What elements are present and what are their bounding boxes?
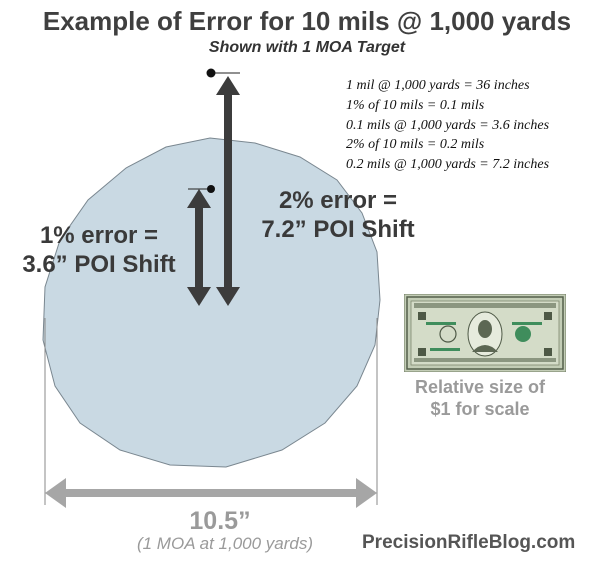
diameter-arrow [45, 478, 377, 508]
dollar-scale-caption: Relative size of $1 for scale [395, 376, 565, 420]
diagram-subtitle: Shown with 1 MOA Target [208, 39, 406, 56]
callout-1pct-error: 1% error = 3.6” POI Shift [0, 221, 198, 279]
dollar-caption-line2: $1 for scale [430, 399, 530, 419]
poi-1pct-dot [207, 185, 215, 193]
calc-note-5: 0.2 mils @ 1,000 yards = 7.2 inches [346, 157, 550, 173]
callout-2pct-line2: 7.2” POI Shift [261, 216, 415, 243]
target-diameter-label: 10.5” [189, 507, 251, 535]
diagram-title: Example of Error for 10 mils @ 1,000 yar… [42, 6, 572, 36]
brand-watermark: PrecisionRifleBlog.com [362, 532, 576, 553]
dollar-bill-image [404, 294, 566, 372]
error-2pct-arrow [216, 76, 240, 306]
callout-2pct-line1: 2% error = [278, 187, 398, 214]
poi-2pct-dot [206, 68, 216, 78]
callout-1pct-line1: 1% error = [39, 222, 159, 249]
target-circle [42, 137, 381, 468]
callout-1pct-line2: 3.6” POI Shift [22, 251, 176, 278]
error-1pct-arrow [187, 189, 211, 306]
calc-note-4: 2% of 10 mils = 0.2 mils [346, 137, 485, 153]
calc-note-1: 1 mil @ 1,000 yards = 36 inches [346, 78, 530, 93]
target-diameter-sublabel: (1 MOA at 1,000 yards) [136, 534, 314, 553]
calculation-notes: 1 mil @ 1,000 yards = 36 inches 1% of 10… [346, 76, 549, 175]
calc-note-3: 0.1 mils @ 1,000 yards = 3.6 inches [346, 117, 550, 133]
calc-note-2: 1% of 10 mils = 0.1 mils [346, 97, 485, 113]
callout-2pct-error: 2% error = 7.2” POI Shift [238, 186, 438, 244]
dollar-caption-line1: Relative size of [414, 377, 546, 397]
